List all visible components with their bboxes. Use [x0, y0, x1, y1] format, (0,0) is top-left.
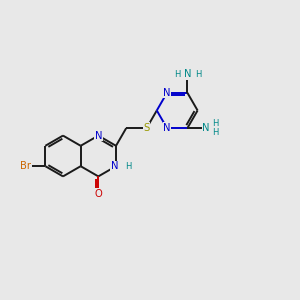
Text: Br: Br	[20, 161, 31, 171]
Text: H: H	[212, 128, 219, 137]
Text: S: S	[143, 123, 150, 133]
Text: H: H	[174, 70, 180, 79]
Text: O: O	[94, 189, 102, 199]
Text: H: H	[195, 70, 201, 79]
Text: N: N	[94, 130, 102, 141]
Text: H: H	[125, 162, 132, 171]
Text: N: N	[163, 123, 171, 133]
Text: N: N	[163, 88, 171, 98]
Text: N: N	[111, 161, 118, 171]
Text: N: N	[184, 69, 191, 79]
Text: N: N	[202, 123, 210, 133]
Text: H: H	[212, 119, 219, 128]
